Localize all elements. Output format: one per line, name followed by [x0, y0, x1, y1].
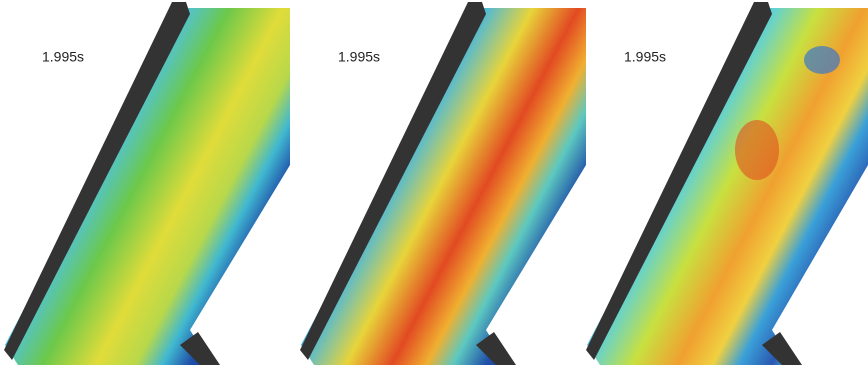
panel: 1.995s: [4, 2, 290, 365]
figure: 1.995s 1.995s 1.995s: [0, 0, 868, 370]
panel: 1.995s: [300, 2, 586, 365]
panel: 1.995s: [586, 2, 868, 365]
time-label: 1.995s: [42, 49, 84, 65]
flow-feature: [804, 46, 840, 74]
time-label: 1.995s: [624, 49, 666, 65]
flow-feature: [735, 120, 779, 180]
time-label: 1.995s: [338, 49, 380, 65]
